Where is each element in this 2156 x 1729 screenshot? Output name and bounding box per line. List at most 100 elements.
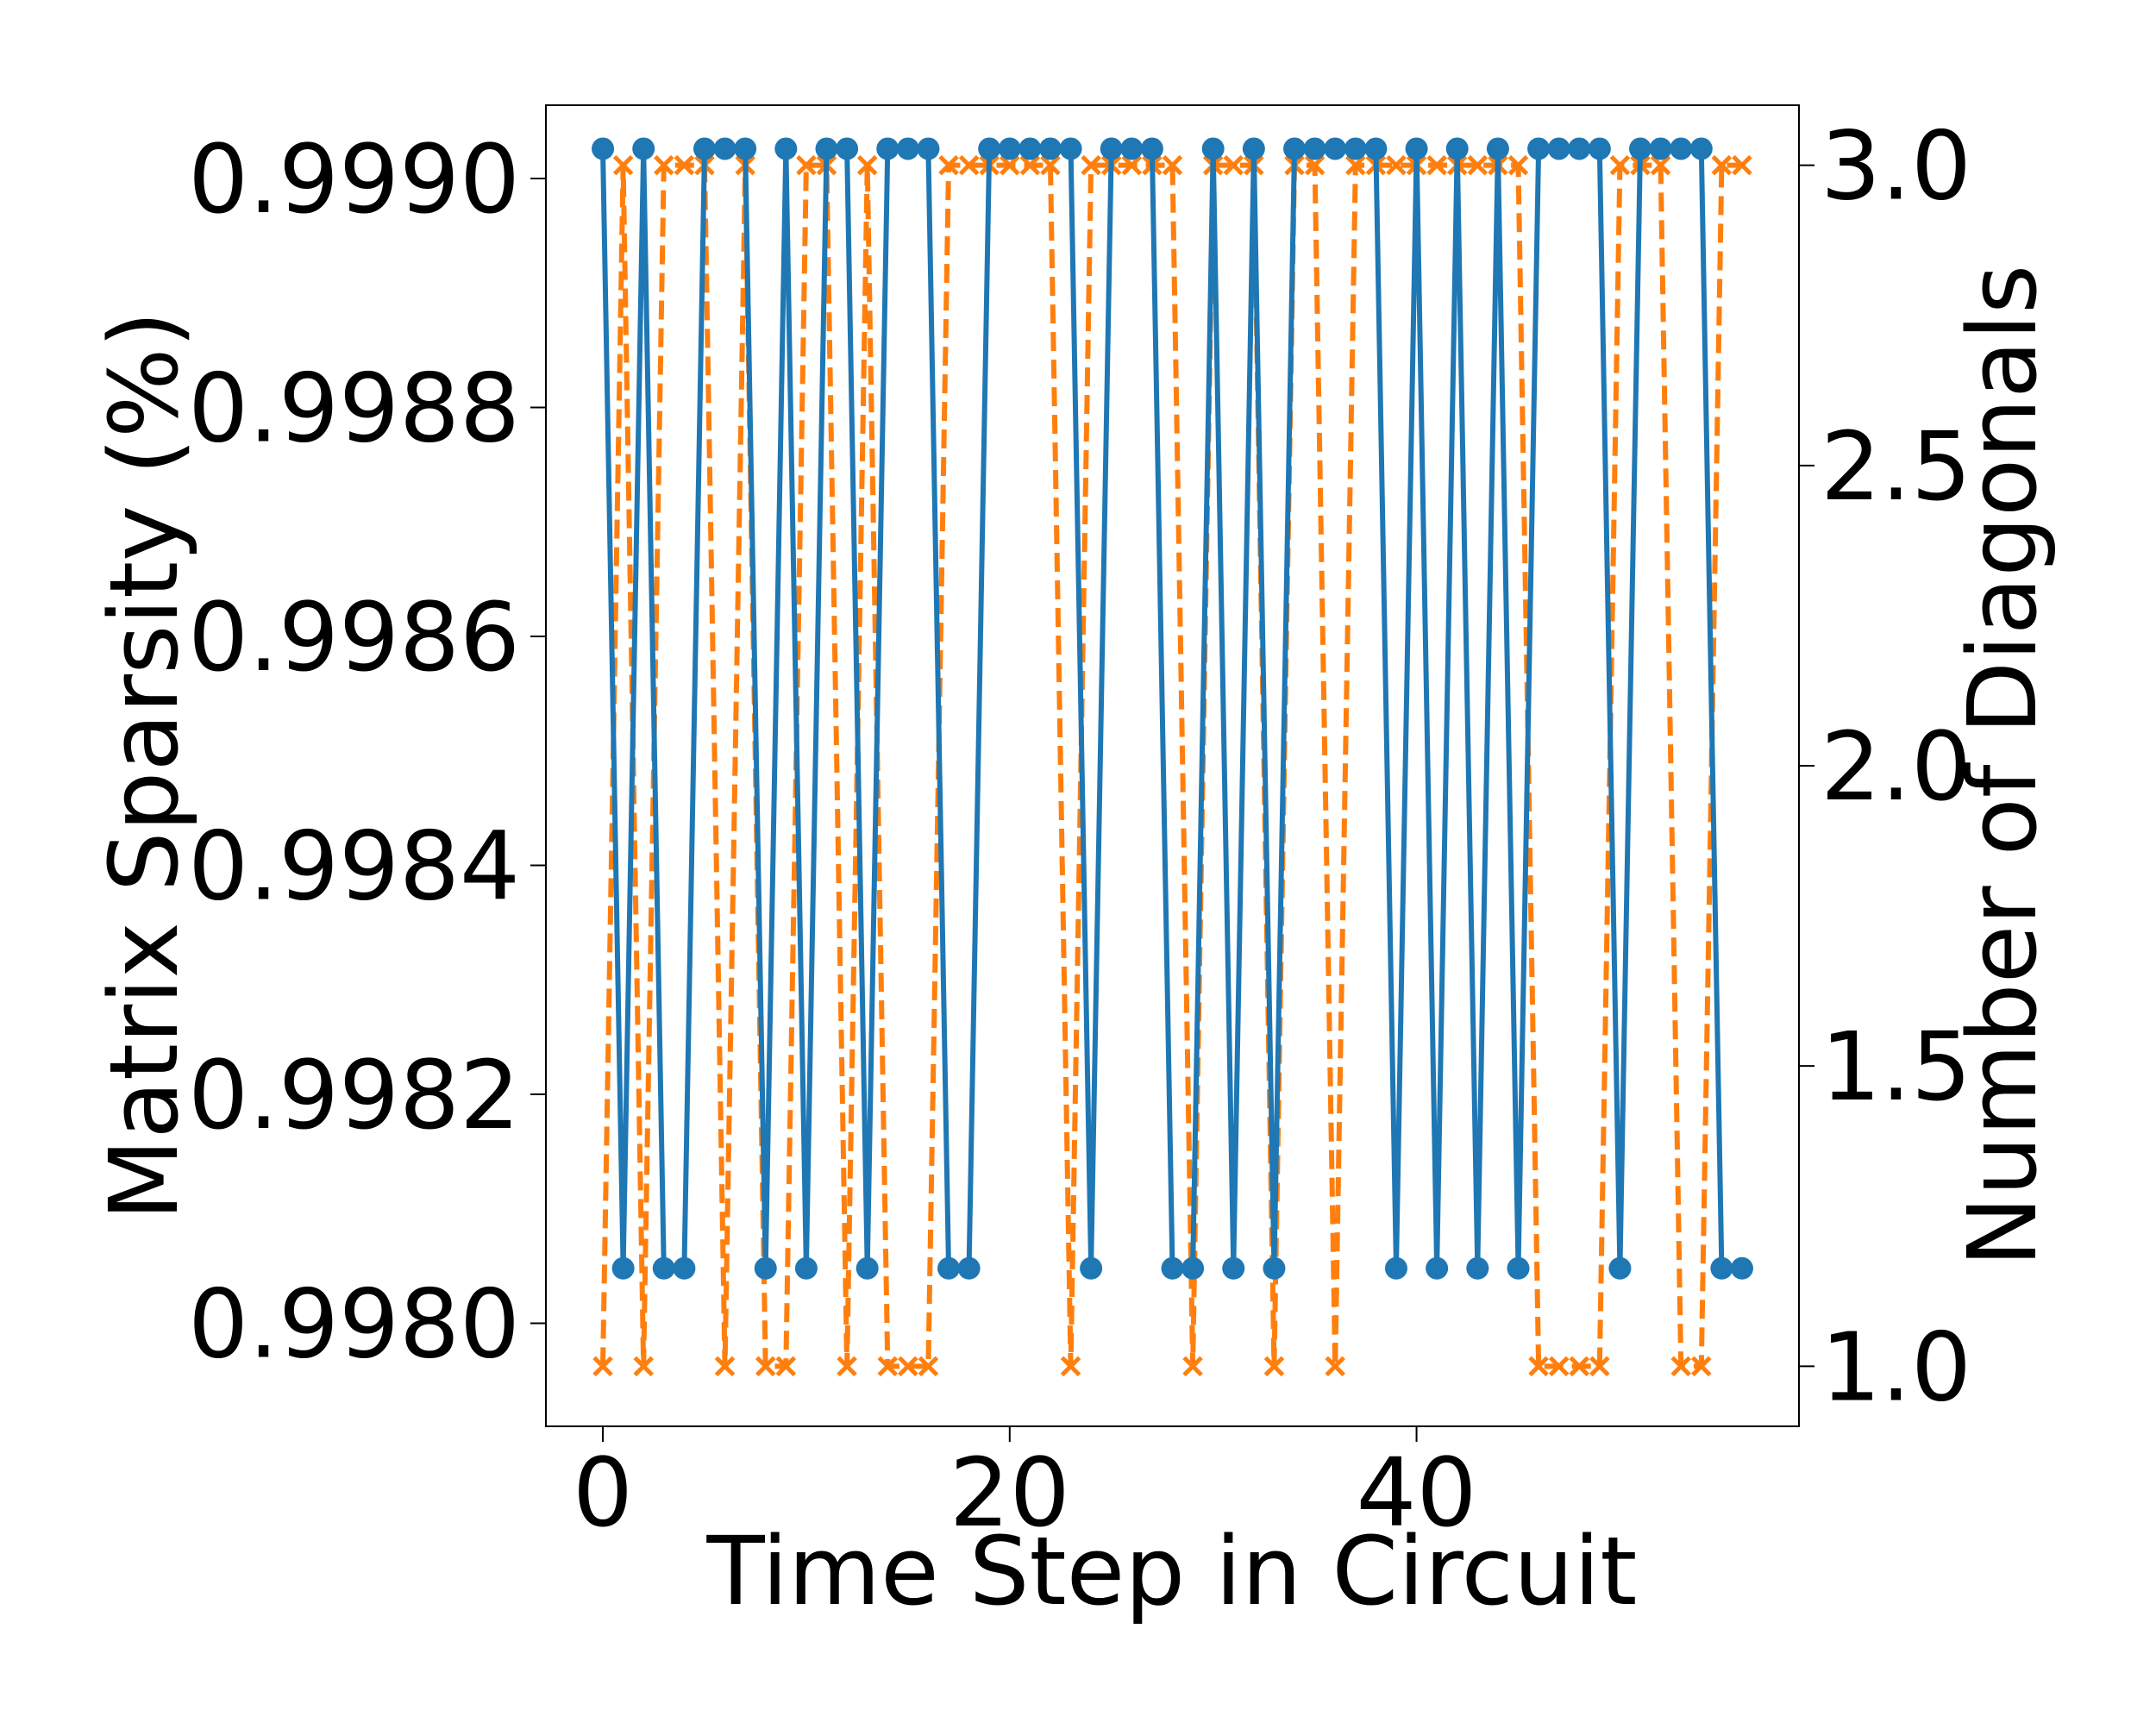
- diagonals-point: [1019, 154, 1041, 176]
- diagonals-point-stroke: [1386, 154, 1407, 176]
- sparsity-point: [734, 137, 757, 160]
- diagonals-point-stroke: [654, 154, 674, 176]
- diagonals-point: [1345, 154, 1366, 176]
- y2-axis-label: Number of Diagonals: [1947, 265, 2058, 1268]
- diagonals-point-stroke: [1609, 154, 1631, 176]
- sparsity-point: [815, 137, 838, 160]
- diagonals-point: [612, 154, 634, 176]
- sparsity-point: [1507, 1256, 1530, 1280]
- sparsity-point: [1263, 1256, 1286, 1280]
- diagonals-point: [938, 154, 959, 176]
- diagonals-point: [1162, 154, 1183, 176]
- axes-layer: 0 20 40 0.9980 0.9982 0.9984 0.9986 0.9988 0.999…: [188, 111, 1971, 1548]
- x-axis-label: Time Step in Circuit: [706, 1516, 1638, 1626]
- sparsity-point: [1059, 137, 1082, 160]
- diagonals-point: [1589, 1356, 1610, 1377]
- diagonals-point-stroke: [1670, 1356, 1691, 1377]
- sparsity-point: [1242, 137, 1265, 160]
- diagonals-point-stroke: [796, 154, 817, 176]
- diagonals-point-stroke: [1569, 1356, 1590, 1377]
- diagonals-point: [1060, 1356, 1081, 1377]
- diagonals-point-stroke: [1162, 154, 1183, 176]
- diagonals-point: [1040, 154, 1061, 176]
- sparsity-point: [1100, 137, 1123, 160]
- sparsity-point: [1140, 137, 1163, 160]
- sparsity-point: [937, 1256, 961, 1280]
- diagonals-point-stroke: [1019, 154, 1041, 176]
- sparsity-point: [592, 137, 615, 160]
- y2-tick-label: 2.0: [1821, 711, 1971, 822]
- sparsity-point: [1120, 137, 1144, 160]
- diagonals-point-stroke: [592, 1356, 613, 1377]
- sparsity-point: [1405, 137, 1428, 160]
- series-layer: [592, 137, 1753, 1377]
- sparsity-point: [611, 1256, 635, 1280]
- y2-tick-label: 1.5: [1821, 1012, 1971, 1122]
- diagonals-point: [1609, 154, 1631, 176]
- diagonals-series-line: [600, 162, 1742, 1369]
- diagonals-point-stroke: [1121, 154, 1143, 176]
- diagonals-point: [592, 1356, 613, 1377]
- diagonals-point-stroke: [1081, 154, 1101, 176]
- diagonals-point-stroke: [714, 1356, 736, 1377]
- sparsity-point: [754, 1256, 777, 1280]
- sparsity-point: [1283, 137, 1307, 160]
- diagonals-point-stroke: [1467, 154, 1489, 176]
- diagonals-point: [1569, 1356, 1590, 1377]
- y2-tick-label: 3.0: [1821, 111, 1971, 222]
- diagonals-point-stroke: [958, 154, 980, 176]
- diagonals-point: [837, 1356, 857, 1377]
- diagonals-point: [633, 1356, 654, 1377]
- diagonals-point-stroke: [1304, 154, 1326, 176]
- sparsity-point: [1324, 137, 1347, 160]
- diagonals-point: [654, 154, 674, 176]
- diagonals-point-stroke: [674, 154, 695, 176]
- y2-tick-label: 2.5: [1821, 411, 1971, 522]
- diagonals-point-stroke: [1548, 1356, 1570, 1377]
- sparsity-point: [978, 137, 1001, 160]
- diagonals-point-stroke: [1711, 154, 1733, 176]
- diagonals-point-stroke: [1650, 154, 1671, 176]
- sparsity-point: [1303, 137, 1326, 160]
- sparsity-point: [1568, 137, 1591, 160]
- diagonals-point-stroke: [1182, 1356, 1203, 1377]
- sparsity-point: [1486, 137, 1509, 160]
- diagonals-point-stroke: [898, 1356, 918, 1377]
- sparsity-point: [1547, 137, 1570, 160]
- sparsity-point: [1018, 137, 1042, 160]
- diagonals-point-stroke: [775, 1356, 797, 1377]
- y2-tick-label: 1.0: [1821, 1312, 1971, 1422]
- y-tick-label: 0.9982: [188, 1040, 520, 1150]
- sparsity-point: [713, 137, 736, 160]
- diagonals-point: [1182, 1356, 1203, 1377]
- x-tick-label: 20: [950, 1438, 1070, 1548]
- diagonals-point: [1223, 154, 1244, 176]
- diagonals-point: [1304, 154, 1326, 176]
- diagonals-point-stroke: [1263, 1356, 1285, 1377]
- sparsity-point: [1689, 137, 1713, 160]
- diagonals-point: [856, 154, 878, 176]
- sparsity-point: [876, 137, 899, 160]
- sparsity-point: [856, 1256, 879, 1280]
- sparsity-point: [1730, 1256, 1753, 1280]
- sparsity-point: [1201, 137, 1225, 160]
- sparsity-point: [998, 137, 1021, 160]
- sparsity-point: [652, 1256, 675, 1280]
- diagonals-point-stroke: [1000, 154, 1020, 176]
- sparsity-point: [957, 1256, 981, 1280]
- y-tick-label: 0.9988: [188, 353, 520, 463]
- diagonals-point: [1691, 1356, 1712, 1377]
- sparsity-point: [693, 137, 716, 160]
- sparsity-point: [794, 1256, 818, 1280]
- sparsity-point: [836, 137, 859, 160]
- diagonals-point: [898, 1356, 918, 1377]
- diagonals-point-stroke: [877, 1356, 899, 1377]
- diagonals-point-stroke: [1060, 1356, 1081, 1377]
- diagonals-point: [1121, 154, 1143, 176]
- sparsity-point: [1445, 137, 1469, 160]
- y-tick-label: 0.9980: [188, 1269, 520, 1380]
- sparsity-point: [1426, 1256, 1449, 1280]
- sparsity-point: [1344, 137, 1367, 160]
- diagonals-point-stroke: [1345, 154, 1366, 176]
